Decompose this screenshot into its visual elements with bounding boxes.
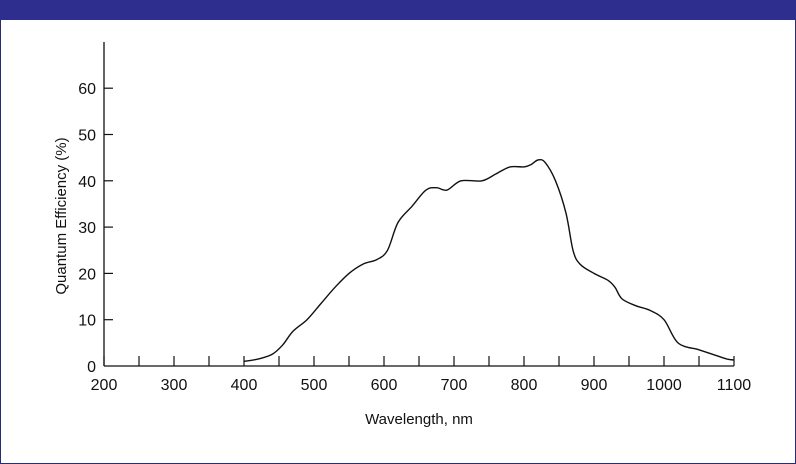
y-tick-label: 0 xyxy=(87,359,96,376)
y-ticks: 0 10 20 30 40 50 60 xyxy=(78,81,113,376)
x-tick-label: 600 xyxy=(371,377,398,394)
x-tick-label: 900 xyxy=(581,377,608,394)
axes xyxy=(103,42,734,367)
y-tick-label: 30 xyxy=(78,220,96,237)
y-tick-label: 50 xyxy=(78,128,96,145)
x-tick-label: 400 xyxy=(231,377,258,394)
y-tick-label: 10 xyxy=(78,313,96,330)
x-tick-label: 1100 xyxy=(717,377,752,394)
y-tick-label: 20 xyxy=(78,266,96,283)
x-tick-label: 1000 xyxy=(646,377,682,394)
x-axis-label: Wavelength, nm xyxy=(365,411,473,428)
x-tick-label: 200 xyxy=(91,377,118,394)
x-tick-label: 800 xyxy=(511,377,538,394)
y-axis-label: Quantum Efficiency (%) xyxy=(53,137,70,294)
x-tick-label: 500 xyxy=(301,377,328,394)
y-tick-label: 40 xyxy=(78,174,96,191)
x-tick-label: 300 xyxy=(161,377,188,394)
x-tick-label: 700 xyxy=(441,377,468,394)
series-line xyxy=(243,158,735,363)
x-ticks: 200 300 400 500 600 700 800 900 1000 1100 xyxy=(91,356,752,394)
y-tick-label: 60 xyxy=(78,81,96,98)
header-bar xyxy=(0,0,796,20)
